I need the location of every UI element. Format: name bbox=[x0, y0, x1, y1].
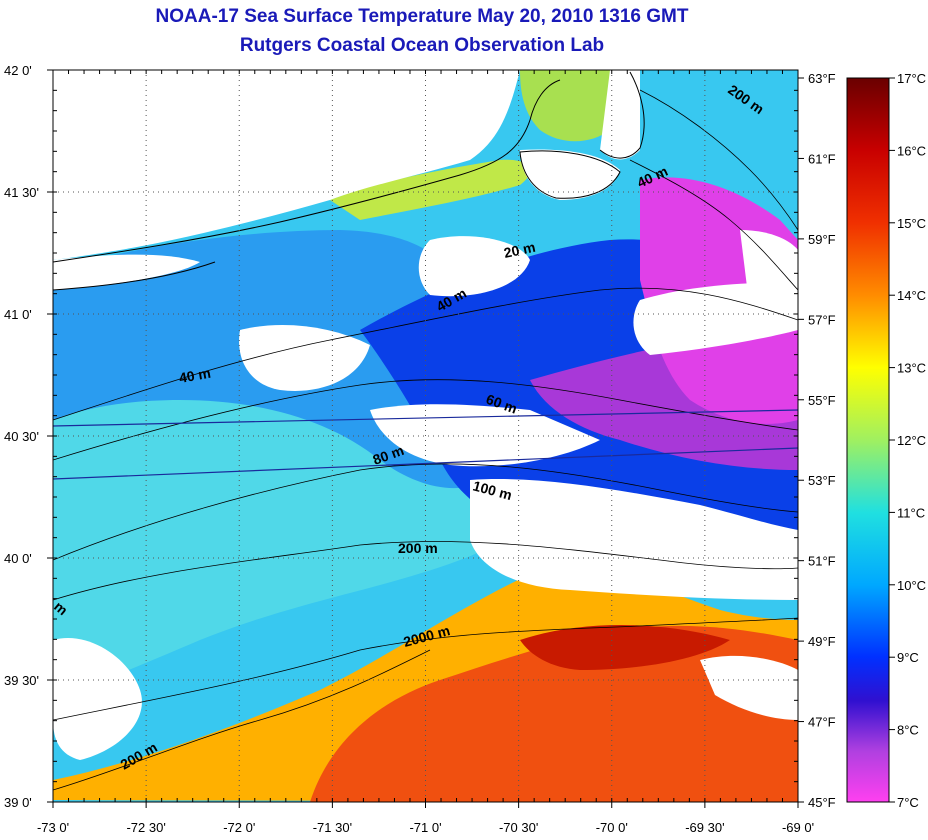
celsius-label: 8°C bbox=[897, 723, 919, 738]
fahrenheit-label: 49°F bbox=[808, 634, 836, 649]
cloud-patch bbox=[53, 638, 142, 760]
fahrenheit-label: 45°F bbox=[808, 795, 836, 810]
fahrenheit-label: 59°F bbox=[808, 232, 836, 247]
celsius-label: 14°C bbox=[897, 288, 926, 303]
fahrenheit-label: 55°F bbox=[808, 393, 836, 408]
lon-label: -71 0' bbox=[409, 820, 441, 835]
lon-label: -70 30' bbox=[499, 820, 538, 835]
lat-label: 39 30' bbox=[4, 673, 39, 688]
contour-label: 20 m bbox=[502, 239, 537, 261]
map-subtitle: Rutgers Coastal Ocean Observation Lab bbox=[239, 35, 605, 56]
lat-label: 41 30' bbox=[4, 185, 39, 200]
lat-label: 40 0' bbox=[4, 551, 32, 566]
water-region-bay bbox=[520, 70, 610, 142]
lat-label: 41 0' bbox=[4, 307, 32, 322]
celsius-label: 17°C bbox=[897, 71, 926, 86]
land-new-england bbox=[53, 70, 520, 260]
fahrenheit-label: 61°F bbox=[808, 151, 836, 166]
lon-label: -72 30' bbox=[126, 820, 165, 835]
axis-ticks: -73 0' -72 30' -72 0' -71 30' -71 0' -70 30' -… bbox=[4, 63, 836, 835]
fahrenheit-label: 63°F bbox=[808, 71, 836, 86]
celsius-label: 9°C bbox=[897, 650, 919, 665]
contour-label: 40 m bbox=[178, 365, 212, 386]
colorbar bbox=[846, 77, 890, 803]
celsius-label: 15°C bbox=[897, 216, 926, 231]
lat-label: 42 0' bbox=[4, 63, 32, 78]
cloud-patch bbox=[239, 325, 370, 391]
graticule bbox=[53, 70, 798, 802]
celsius-label: 10°C bbox=[897, 578, 926, 593]
lon-label: -69 0' bbox=[782, 820, 814, 835]
land-long-island bbox=[53, 254, 200, 290]
colorbar-labels: 17°C 16°C 15°C 14°C 13°C 12°C 11°C 10°C 9°C 8°C 7°… bbox=[889, 71, 926, 810]
lon-label: -69 30' bbox=[685, 820, 724, 835]
transect-line bbox=[53, 447, 798, 480]
celsius-label: 7°C bbox=[897, 795, 919, 810]
transect-line bbox=[53, 409, 798, 427]
fahrenheit-label: 51°F bbox=[808, 554, 836, 569]
water-region-hot bbox=[310, 625, 798, 802]
celsius-label: 12°C bbox=[897, 433, 926, 448]
cloud-patch bbox=[740, 230, 798, 320]
water-region-core bbox=[520, 625, 730, 670]
celsius-label: 16°C bbox=[897, 143, 926, 158]
cloud-patch bbox=[418, 236, 530, 297]
lat-label: 39 0' bbox=[4, 795, 32, 810]
land-cape bbox=[600, 70, 640, 160]
cloud-patch bbox=[370, 404, 600, 467]
fahrenheit-label: 47°F bbox=[808, 715, 836, 730]
land-islands bbox=[520, 149, 620, 200]
fahrenheit-label: 57°F bbox=[808, 312, 836, 327]
lon-label: -70 0' bbox=[596, 820, 628, 835]
cloud-patch bbox=[470, 479, 798, 600]
water-region-sound bbox=[330, 159, 531, 220]
lat-label: 40 30' bbox=[4, 429, 39, 444]
map-title: NOAA-17 Sea Surface Temperature May 20, … bbox=[155, 6, 689, 27]
lon-label: -72 0' bbox=[223, 820, 255, 835]
celsius-label: 13°C bbox=[897, 361, 926, 376]
lon-label: -73 0' bbox=[37, 820, 69, 835]
contour-label: 200 m bbox=[398, 540, 438, 556]
cloud-patch bbox=[700, 655, 798, 720]
lon-label: -71 30' bbox=[313, 820, 352, 835]
fahrenheit-label: 53°F bbox=[808, 473, 836, 488]
celsius-label: 11°C bbox=[897, 505, 925, 520]
